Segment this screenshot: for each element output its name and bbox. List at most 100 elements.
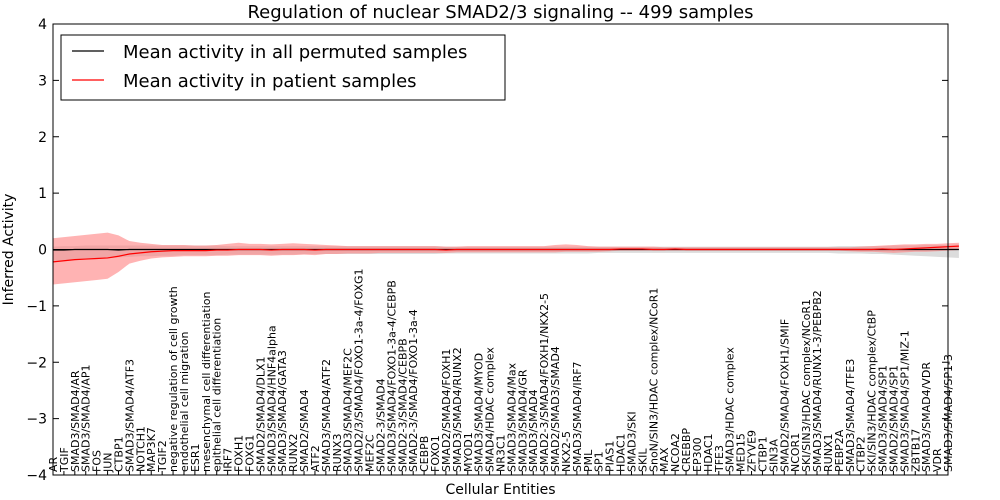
x-tick-label: SMAD4/HDAC complex	[484, 347, 497, 472]
x-tick-label: SMAD3/SMAD4/SP1	[877, 365, 890, 472]
x-tick-label: PEBP2A	[833, 429, 846, 472]
x-tick-label: CEBPB	[418, 436, 431, 472]
x-category-labels: ARTGIFSMAD3/SMAD4/ARSMAD3/SMAD4/AP1FOSJU…	[47, 268, 955, 475]
series-line-patient	[52, 245, 959, 263]
legend-label-permuted: Mean activity in all permuted samples	[123, 42, 467, 63]
x-tick-label: HDAC1	[702, 433, 715, 472]
x-tick-label: CTBP1	[112, 436, 125, 472]
x-tick-label: FOS	[91, 450, 104, 472]
x-tick-label: JUN	[102, 452, 115, 473]
x-tick-label: VDR	[931, 448, 944, 472]
x-tick-label: SMAD3/SMAD4/AR	[69, 370, 82, 472]
x-tick-label: SMAD3/SMAD4/Max	[505, 362, 518, 472]
x-tick-label: TFE3	[713, 445, 726, 473]
x-tick-label: SMAD2/SMAD4/DLX1	[254, 357, 267, 472]
y-tick-label: 2	[38, 130, 47, 146]
x-tick-label: SMAD3/SMAD4/SP1/MIZ-1	[898, 330, 911, 472]
x-tick-label: FOXG1	[243, 435, 256, 472]
x-tick-label: MAP3K7	[145, 427, 158, 472]
x-tick-label: MYOD1	[462, 432, 475, 472]
x-tick-label: TGIF2	[156, 440, 169, 473]
x-tick-label: SMAD2/SMAD3/SMAD4	[549, 346, 562, 472]
x-tick-label: CTBP2	[855, 436, 868, 472]
x-tick-label: SMAD3/SMAD4/ATF2	[320, 359, 333, 472]
x-tick-label: SMAD3/SMAD4/RUNX2	[451, 347, 464, 472]
x-tick-label: SKI/SIN3/HDAC complex/CtBP	[866, 310, 879, 472]
x-tick-label: SMAD3/SMAD4/TFE3	[844, 359, 857, 472]
x-tick-label: SMAD3/SMAD4/MYOD	[473, 353, 486, 472]
y-tick-label: 1	[38, 186, 47, 202]
x-tick-label: NR3C1	[495, 434, 508, 472]
y-tick-label: −1	[26, 299, 47, 315]
x-tick-label: ATF2	[309, 445, 322, 472]
x-tick-label: SMAD3/SMAD4/GR	[516, 369, 529, 472]
y-tick-label: 4	[38, 17, 47, 33]
series-lines	[52, 245, 959, 263]
x-tick-label: FOXO1	[429, 435, 442, 472]
y-tick-label: −4	[26, 468, 47, 484]
legend: Mean activity in all permuted samples Me…	[60, 34, 506, 101]
legend-label-patient: Mean activity in patient samples	[123, 71, 417, 92]
x-tick-label: SMAD2-3/SMAD4	[374, 378, 387, 472]
x-tick-label: SMAD2-3/SMAD4/FOXO1-3a-4	[407, 309, 420, 472]
x-tick-label: PML	[582, 449, 595, 472]
x-tick-label: SMAD2/SMAD4/SP1	[887, 365, 900, 472]
x-tick-label: SKIL	[636, 448, 649, 472]
x-tick-label: ESR1	[189, 443, 202, 472]
x-tick-label: SMAD2-3/SMAD4/CEBPB	[396, 338, 409, 472]
x-tick-label: HDAC1	[615, 433, 628, 472]
x-tick-label: ZBTB17	[909, 429, 922, 472]
x-tick-label: NOTCH1	[134, 426, 147, 472]
x-tick-label: CREBBP	[680, 428, 693, 472]
confidence-bands	[53, 232, 959, 285]
confidence-band-patient	[53, 232, 959, 285]
y-tick-label: −2	[26, 355, 47, 371]
chart-title: Regulation of nuclear SMAD2/3 signaling …	[247, 2, 753, 23]
x-tick-label: SMAD3/HDAC complex	[724, 347, 737, 472]
x-axis-label: Cellular Entities	[445, 482, 555, 498]
x-tick-label: MED15	[735, 433, 748, 472]
x-tick-label: ZFYVE9	[746, 430, 759, 472]
x-tick-label: SMAD3/SMAD4/MEF2C	[342, 348, 355, 472]
x-tick-label: epithelial cell differentiation	[211, 318, 224, 472]
y-axis: −4 −3 −2 −1 0 1 2 3 4	[26, 17, 948, 484]
x-tick-label: SMAD3/SMAD4/RUNX1-3/PEBPB2	[811, 290, 824, 472]
x-tick-label: SIN3A	[767, 439, 780, 472]
x-tick-label: SMAD3/SMAD4/FOXO1-3a-4/CEBPB	[385, 280, 398, 472]
x-tick-label: SMAD3/SMAD4	[527, 389, 540, 472]
y-tick-label: 0	[38, 243, 47, 259]
x-tick-label: IRF7	[222, 448, 235, 472]
x-tick-label: negative regulation of cell growth	[167, 286, 180, 472]
x-tick-label: CTBP1	[756, 436, 769, 472]
x-tick-label: NKX2-5	[560, 431, 573, 472]
x-tick-label: TGIF	[58, 447, 71, 473]
x-tick-label: RUNX3	[331, 434, 344, 472]
x-tick-label: endothelial cell migration	[178, 332, 191, 472]
x-tick-label: SP1	[593, 451, 606, 472]
x-tick-label: mesenchymal cell differentiation	[200, 291, 213, 472]
y-tick-label: 3	[38, 73, 47, 89]
x-tick-label: RUNX1	[822, 434, 835, 472]
x-tick-label: FOXH1	[233, 435, 246, 472]
x-tick-label: MEF2C	[364, 434, 377, 472]
x-tick-label: SMAD3/SMAD4/IRF7	[571, 361, 584, 472]
x-tick-label: RUNX2	[287, 434, 300, 472]
x-tick-label: MAX	[658, 447, 671, 472]
x-tick-label: SMAD3/SMAD4/AP1	[80, 364, 93, 472]
legend-box	[60, 34, 506, 101]
x-tick-label: SMAD3/SMAD4/GATA3	[276, 350, 289, 472]
x-tick-label: SMAD2/SMAD4/FOXH1/SMIF	[778, 319, 791, 472]
x-tick-label: SKI/SIN3/HDAC complex/NCoR1	[800, 299, 813, 472]
x-tick-label: NCOR1	[789, 433, 802, 472]
x-tick-label: NCOA2	[669, 433, 682, 472]
x-tick-label: SMAD2-3/SMAD4/FOXH1/NKX2-5	[538, 293, 551, 472]
x-tick-label: SMAD2/3/SMAD4/FOXO1-3a-4/FOXG1	[353, 268, 366, 472]
x-tick-label: SnoN/SIN3/HDAC complex/NCoR1	[647, 288, 660, 472]
x-tick-label: PIAS1	[604, 441, 617, 472]
y-tick-label: −3	[26, 412, 47, 428]
x-tick-label: SMAD3/SMAD4/HNF4alpha	[265, 325, 278, 472]
x-tick-label: SMAD2/SMAD4/FOXH1	[440, 349, 453, 472]
x-tick-label: SMAD3/SKI	[625, 411, 638, 472]
x-tick-label: SMAD2/SMAD4	[298, 389, 311, 472]
